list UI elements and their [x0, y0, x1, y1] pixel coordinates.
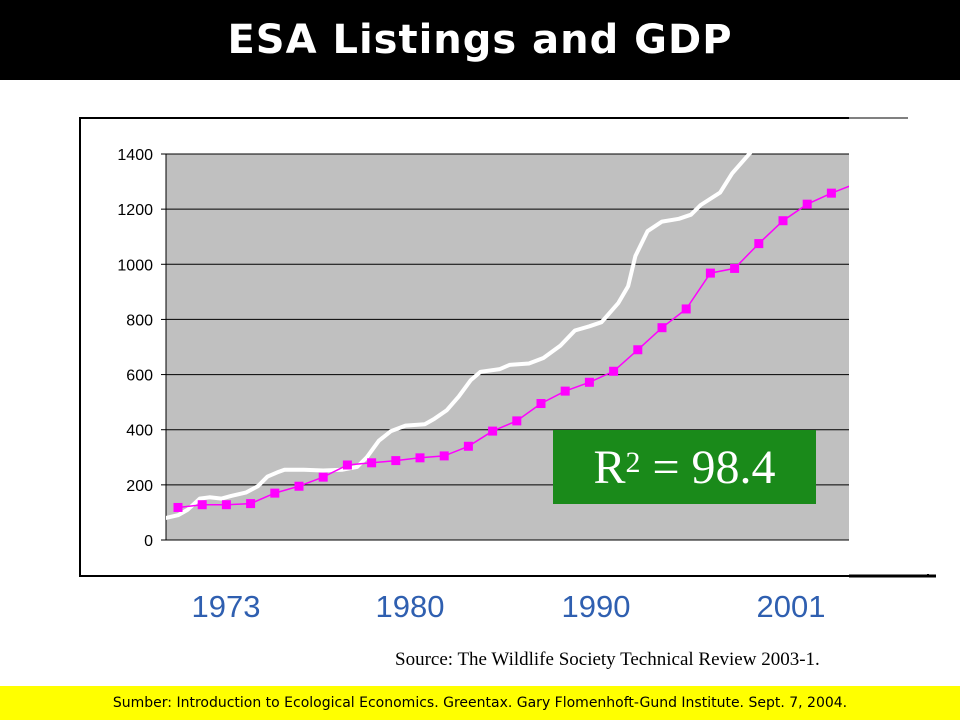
source-citation: Source: The Wildlife Society Technical R…: [395, 649, 820, 670]
data-point: [705, 268, 715, 278]
data-point: [246, 499, 256, 509]
data-point: [463, 441, 473, 451]
data-point: [681, 304, 691, 314]
data-point: [657, 323, 667, 333]
data-point: [826, 188, 836, 198]
data-point: [197, 500, 207, 510]
y-axis-ticks: 0 200 400 600 800 1000 1200 1400: [117, 147, 166, 550]
series: [166, 146, 849, 520]
data-point: [802, 199, 812, 209]
data-point: [633, 345, 643, 355]
x-axis-label: 1980: [376, 589, 445, 624]
data-point: [367, 458, 377, 468]
data-point: [536, 399, 546, 409]
y-tick-label: 1400: [117, 147, 153, 164]
footer-citation: Sumber: Introduction to Ecological Econo…: [112, 695, 848, 711]
page-title: ESA Listings and GDP: [227, 17, 733, 63]
y-tick-label: 1000: [117, 257, 153, 274]
data-point: [512, 416, 522, 426]
data-point: [560, 386, 570, 396]
chart-frame: [79, 110, 960, 578]
y-tick-label: 0: [144, 533, 153, 550]
y-tick-label: 1200: [117, 202, 153, 219]
r-squared-value: 98.4: [691, 440, 776, 494]
data-point: [730, 263, 740, 273]
data-point: [439, 451, 449, 461]
data-point: [488, 426, 498, 436]
x-axis-labels: 1973 1980 1990 2001: [192, 589, 826, 624]
y-tick-label: 400: [126, 423, 153, 440]
footer-bar: Sumber: Introduction to Ecological Econo…: [0, 686, 960, 720]
data-point: [584, 377, 594, 387]
data-point: [221, 500, 231, 510]
data-point: [609, 366, 619, 376]
y-tick-label: 800: [126, 312, 153, 329]
data-point: [173, 502, 183, 512]
r-squared-exponent: 2: [625, 446, 641, 479]
y-tick-label: 200: [126, 478, 153, 495]
x-axis-label: 1973: [192, 589, 261, 624]
y-tick-label: 600: [126, 368, 153, 385]
title-bar: ESA Listings and GDP: [0, 0, 960, 80]
chart-right-mask: [849, 110, 960, 574]
data-point: [342, 460, 352, 470]
x-axis-label: 1990: [562, 589, 631, 624]
x-axis-label: 2001: [757, 589, 826, 624]
data-point: [318, 472, 328, 482]
data-point: [294, 481, 304, 491]
data-point: [415, 453, 425, 463]
data-point: [270, 488, 280, 498]
data-point: [778, 216, 788, 226]
series-line-gdp: [166, 146, 759, 520]
data-point: [391, 456, 401, 466]
data-point: [754, 239, 764, 249]
